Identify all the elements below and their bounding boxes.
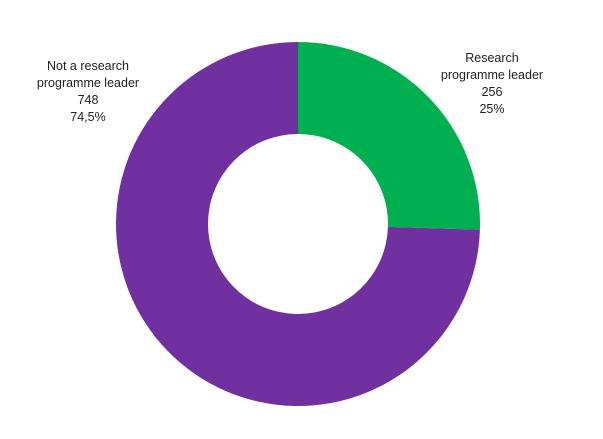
value-label: 748 — [77, 93, 99, 107]
donut-slice — [298, 42, 481, 230]
percent-label: 74,5% — [70, 110, 106, 124]
data-label: Research programme leader 256 25% — [432, 50, 552, 118]
donut-slice — [116, 42, 480, 407]
value-label: 256 — [481, 85, 503, 99]
category-label: Not a research programme leader — [36, 59, 140, 90]
category-label: Research programme leader — [440, 51, 544, 82]
data-label: Not a research programme leader 748 74,5… — [28, 58, 148, 126]
percent-label: 25% — [479, 102, 505, 116]
